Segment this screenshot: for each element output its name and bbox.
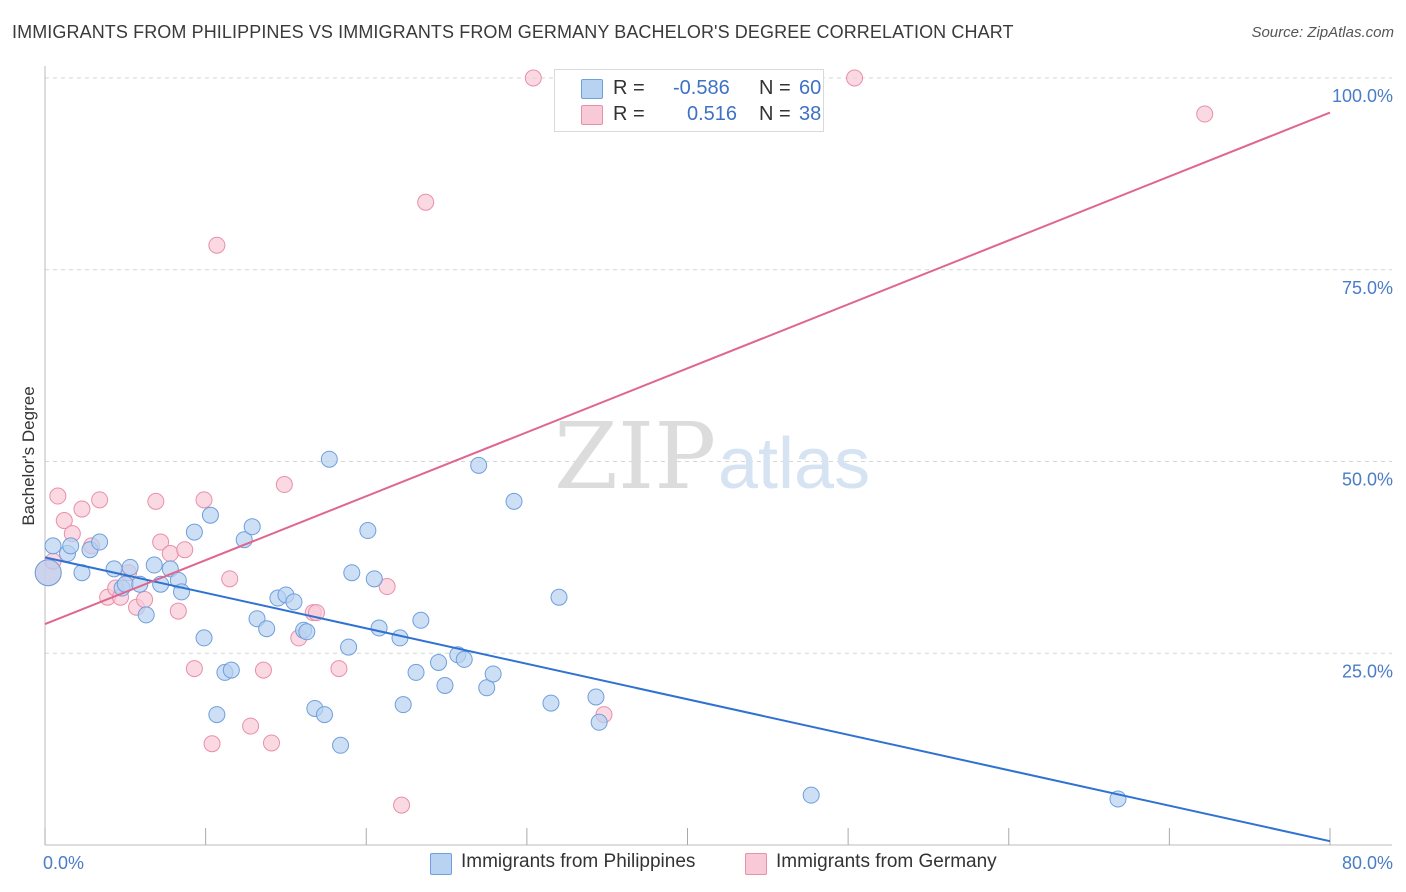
watermark-zip: ZIP [554,403,716,510]
philippines-point[interactable] [455,650,473,668]
legend-n-label: N = [759,103,791,125]
philippines-point[interactable] [550,588,568,606]
germany-point[interactable] [55,512,73,530]
germany-point[interactable] [378,578,396,596]
philippines-point[interactable] [436,676,454,694]
germany-point[interactable] [846,69,864,87]
legend-n-value: 60 [799,77,822,99]
philippines-point[interactable] [258,620,276,638]
philippines-point[interactable] [430,653,448,671]
germany-point[interactable] [136,591,154,609]
philippines-point[interactable] [320,450,338,468]
watermark-atlas: atlas [718,424,870,504]
philippines-point[interactable] [470,456,488,474]
legend-r-value: 0.516 [687,103,738,125]
germany-point[interactable] [221,570,239,588]
philippines-point[interactable] [315,706,333,724]
germany-point[interactable] [208,236,226,254]
germany-point[interactable] [275,476,293,494]
philippines-point[interactable] [365,570,383,588]
y-tick-label: 100.0% [1332,86,1393,106]
tick-labels: 25.0% 50.0% 75.0% 100.0% 0.0% 80.0% [43,86,1393,873]
germany-point[interactable] [176,541,194,559]
philippines-point[interactable] [208,706,226,724]
x-tick-label: 0.0% [43,853,84,873]
philippines-point[interactable] [343,564,361,582]
germany-point[interactable] [91,491,109,509]
germany-point[interactable] [152,533,170,551]
philippines-point[interactable] [332,736,350,754]
philippines-point[interactable] [298,623,316,641]
philippines-point[interactable] [340,638,358,656]
philippines-point[interactable] [62,537,80,555]
philippines-point[interactable] [370,619,388,637]
legend-n-value: 38 [799,103,822,125]
germany-point[interactable] [254,661,272,679]
x-tick-label: 80.0% [1342,853,1393,873]
philippines-point[interactable] [145,556,163,574]
germany-point[interactable] [1196,105,1214,123]
philippines-point[interactable] [359,522,377,540]
germany-point[interactable] [169,602,187,620]
legend-swatch-blue [581,79,603,99]
philippines-trend-line [44,556,1331,843]
philippines-point[interactable] [222,661,240,679]
legend-swatch-pink [581,105,603,125]
philippines-point[interactable] [407,663,425,681]
germany-point[interactable] [161,545,179,563]
chart-title: IMMIGRANTS FROM PHILIPPINES VS IMMIGRANT… [12,22,1014,42]
legend-r-value: -0.586 [673,77,730,99]
gridlines [45,77,1392,654]
philippines-point[interactable] [285,593,303,611]
germany-point[interactable] [73,500,91,518]
legend-r-label: R = [613,77,645,99]
legend-label-germany: Immigrants from Germany [776,851,997,872]
philippines-point[interactable] [34,559,62,587]
philippines-point[interactable] [412,611,430,629]
y-axis-label: Bachelor's Degree [19,386,38,525]
philippines-point[interactable] [590,713,608,731]
philippines-point[interactable] [802,786,820,804]
source-label[interactable]: Source: ZipAtlas.com [1251,24,1394,41]
philippines-point[interactable] [484,665,502,683]
legend-swatch-pink [745,853,767,875]
philippines-point[interactable] [505,492,523,510]
watermark: ZIP atlas [554,403,870,510]
legend-r-label: R = [613,103,645,125]
philippines-point[interactable] [44,537,62,555]
germany-trend-line [44,111,1331,626]
legend-swatch-blue [430,853,452,875]
philippines-point[interactable] [91,533,109,551]
philippines-point[interactable] [394,696,412,714]
germany-point[interactable] [49,487,67,505]
y-tick-label: 25.0% [1342,661,1393,681]
germany-point[interactable] [524,69,542,87]
trend-lines [44,111,1331,843]
philippines-point[interactable] [201,506,219,524]
germany-point[interactable] [185,660,203,678]
germany-point[interactable] [330,660,348,678]
philippines-point[interactable] [185,523,203,541]
germany-point[interactable] [393,796,411,814]
germany-point[interactable] [203,735,221,753]
y-tick-label: 75.0% [1342,278,1393,298]
axes [44,66,1392,846]
philippines-point[interactable] [195,629,213,647]
germany-point[interactable] [195,491,213,509]
philippines-point[interactable] [542,694,560,712]
philippines-point[interactable] [121,558,139,576]
legend-n-label: N = [759,77,791,99]
philippines-point[interactable] [478,679,496,697]
philippines-point[interactable] [587,688,605,706]
legend-label-philippines: Immigrants from Philippines [461,851,696,872]
philippines-point[interactable] [243,518,261,536]
germany-point[interactable] [262,734,280,752]
germany-point[interactable] [147,492,165,510]
germany-point[interactable] [242,717,260,735]
germany-point[interactable] [417,193,435,211]
correlation-legend: R = -0.586 N = 60 R = 0.516 N = 38 [554,69,824,132]
philippines-point[interactable] [137,606,155,624]
y-tick-label: 50.0% [1342,470,1393,490]
